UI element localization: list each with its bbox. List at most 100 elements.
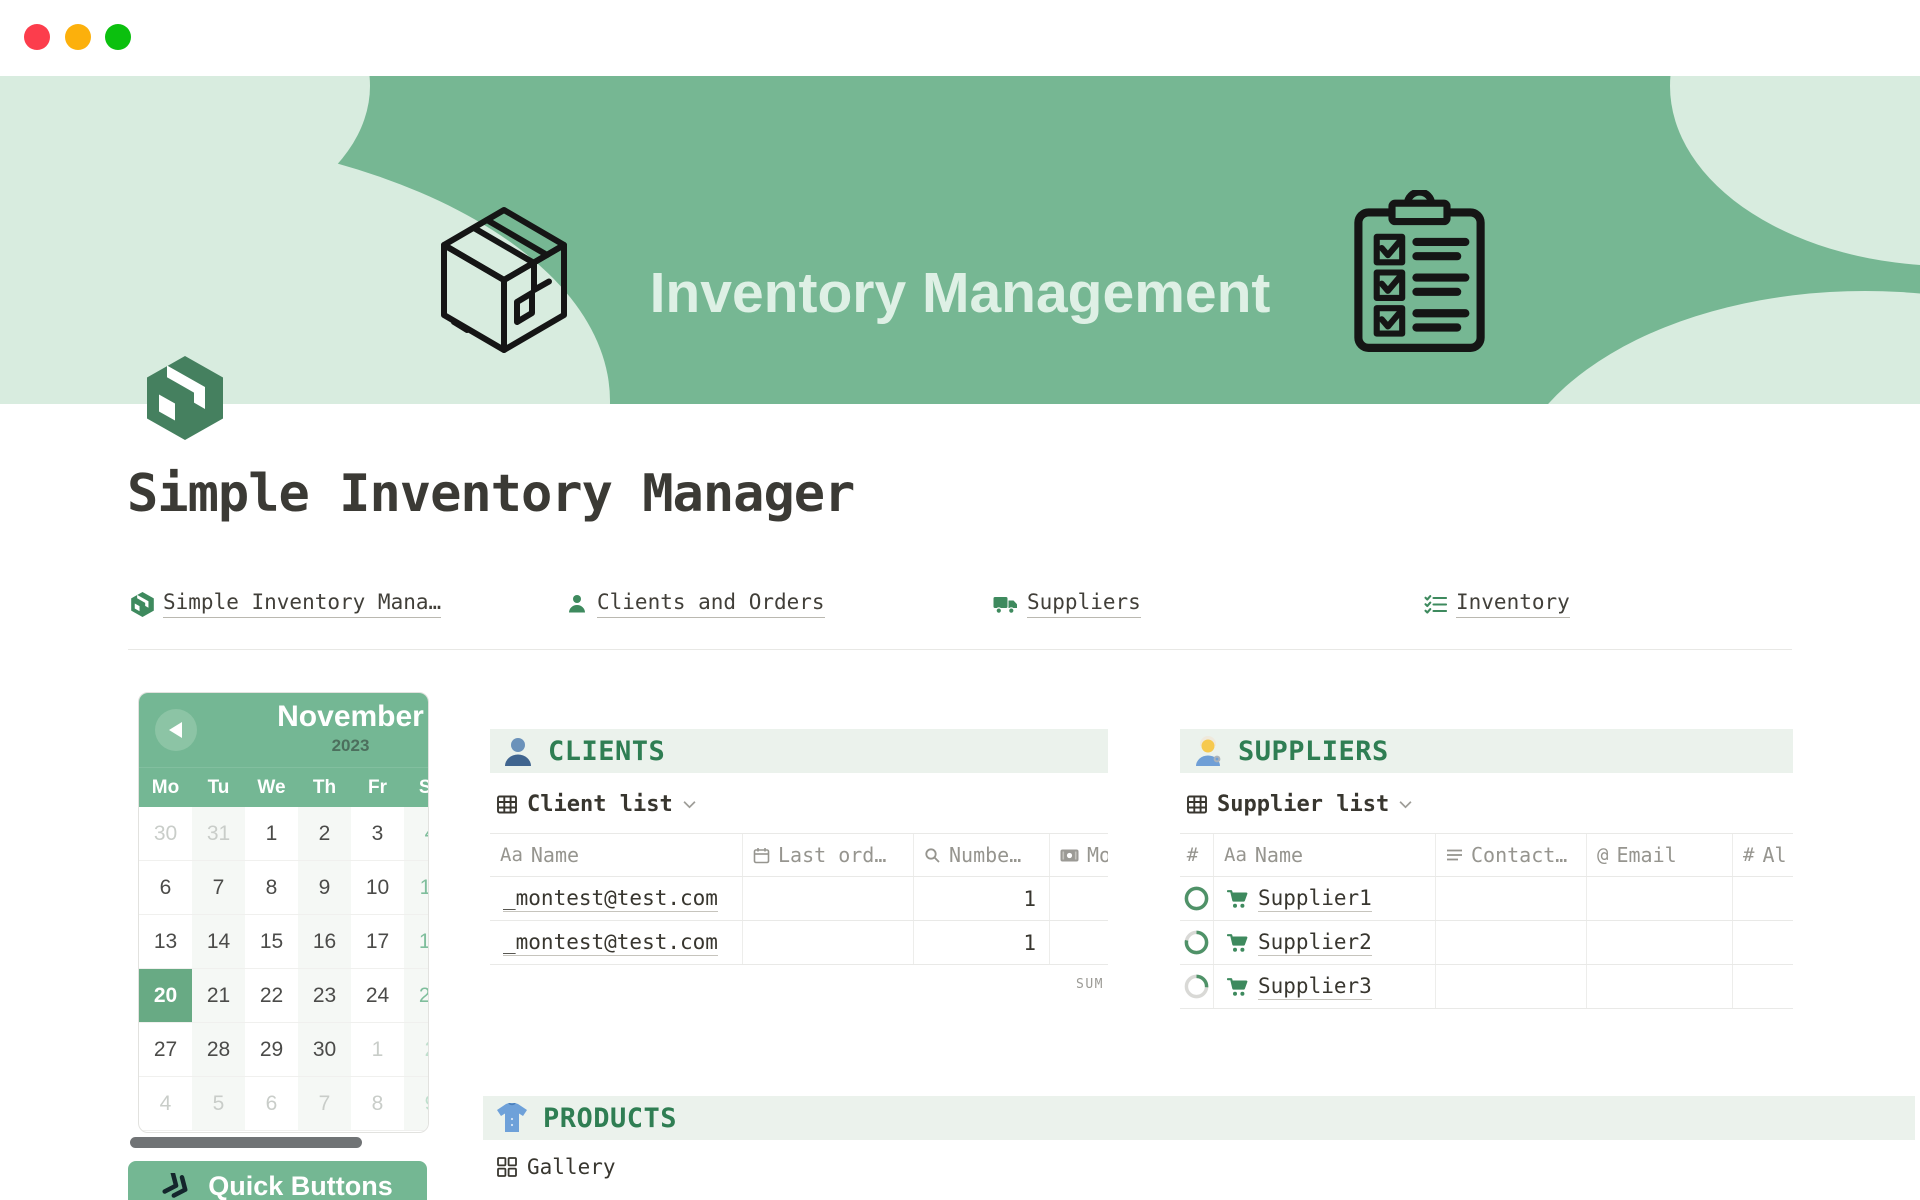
nav-item-inventory[interactable]: Inventory xyxy=(1424,588,1570,620)
supplier-contact-cell[interactable] xyxy=(1436,877,1587,920)
supplier-email-cell[interactable] xyxy=(1587,877,1733,920)
client-lastorder-cell[interactable] xyxy=(743,877,914,920)
clients-column-header-numbe-[interactable]: Numbe… xyxy=(914,834,1050,876)
calendar-day-9[interactable]: 9 xyxy=(404,1077,428,1131)
suppliers-table: # Aa Name Contact… @ Email # Al Supplier1 Suppli… xyxy=(1180,833,1793,1009)
supplier-email-cell[interactable] xyxy=(1587,921,1733,964)
suppliers-column-header-contact-[interactable]: Contact… xyxy=(1436,834,1587,876)
calendar-day-24[interactable]: 24 xyxy=(351,969,404,1023)
minimize-window-button[interactable] xyxy=(65,24,91,50)
calendar-week-row: 456789 xyxy=(139,1077,428,1131)
calendar-day-1[interactable]: 1 xyxy=(245,807,298,861)
calendar-day-2[interactable]: 2 xyxy=(298,807,351,861)
gallery-view-dropdown[interactable]: Gallery xyxy=(497,1152,616,1182)
calendar-day-headers: Mo Tu We Th Fr Sa xyxy=(139,767,428,807)
calendar-day-18[interactable]: 18 xyxy=(404,915,428,969)
calendar-day-5[interactable]: 5 xyxy=(192,1077,245,1131)
clients-column-header-last-ord-[interactable]: Last ord… xyxy=(743,834,914,876)
calendar-day-23[interactable]: 23 xyxy=(298,969,351,1023)
calendar-day-25[interactable]: 25 xyxy=(404,969,428,1023)
page-title[interactable]: Simple Inventory Manager xyxy=(127,464,855,524)
supplier-name-cell[interactable]: Supplier3 xyxy=(1214,965,1436,1008)
horizontal-scrollbar[interactable] xyxy=(130,1137,362,1148)
supplier-progress-ring[interactable] xyxy=(1180,965,1214,1008)
supplier-name-cell[interactable]: Supplier2 xyxy=(1214,921,1436,964)
supplier-contact-cell[interactable] xyxy=(1436,921,1587,964)
supplier-al-cell[interactable] xyxy=(1733,965,1793,1008)
calendar-day-8[interactable]: 8 xyxy=(351,1077,404,1131)
calendar-day-20[interactable]: 20 xyxy=(139,969,192,1023)
clients-column-header-mon[interactable]: Mon xyxy=(1050,834,1108,876)
column-header-label: Email xyxy=(1616,843,1677,867)
calendar-day-7[interactable]: 7 xyxy=(192,861,245,915)
column-type-icon xyxy=(1446,848,1463,862)
calendar-day-7[interactable]: 7 xyxy=(298,1077,351,1131)
calendar-day-4[interactable]: 4 xyxy=(404,807,428,861)
supplier-progress-ring[interactable] xyxy=(1180,921,1214,964)
calendar-year-label: 2023 xyxy=(331,736,370,755)
client-money-cell[interactable] xyxy=(1050,921,1108,964)
supplier-list-view-dropdown[interactable]: Supplier list xyxy=(1187,789,1412,819)
client-number-cell[interactable]: 1 xyxy=(914,921,1050,964)
calendar-day-31[interactable]: 31 xyxy=(192,807,245,861)
quick-buttons-label: Quick Buttons xyxy=(208,1170,393,1200)
nav-item-clients-orders[interactable]: Clients and Orders xyxy=(566,588,825,620)
supplier-al-cell[interactable] xyxy=(1733,877,1793,920)
close-window-button[interactable] xyxy=(24,24,50,50)
calendar-day-10[interactable]: 10 xyxy=(351,861,404,915)
suppliers-column-header--[interactable]: # xyxy=(1180,834,1214,876)
supplier-contact-cell[interactable] xyxy=(1436,965,1587,1008)
clients-column-header-name[interactable]: Aa Name xyxy=(490,834,743,876)
page-cover-banner: Inventory Management xyxy=(0,76,1920,404)
column-header-label: Contact… xyxy=(1471,843,1568,867)
client-lastorder-cell[interactable] xyxy=(743,921,914,964)
calendar-dayname-th: Th xyxy=(312,776,337,798)
quick-buttons-button[interactable]: Quick Buttons xyxy=(128,1161,427,1200)
calendar-day-6[interactable]: 6 xyxy=(245,1077,298,1131)
calendar-day-28[interactable]: 28 xyxy=(192,1023,245,1077)
client-number-cell[interactable]: 1 xyxy=(914,877,1050,920)
client-name-cell[interactable]: _montest@test.com xyxy=(490,921,743,964)
client-list-view-dropdown[interactable]: Client list xyxy=(497,789,696,819)
page-icon[interactable] xyxy=(147,356,223,440)
zoom-window-button[interactable] xyxy=(105,24,131,50)
client-money-cell[interactable] xyxy=(1050,877,1108,920)
nav-item-label: Inventory xyxy=(1456,590,1570,618)
products-heading: PRODUCTS xyxy=(543,1102,678,1134)
calendar-day-8[interactable]: 8 xyxy=(245,861,298,915)
calendar-day-29[interactable]: 29 xyxy=(245,1023,298,1077)
suppliers-column-header-al[interactable]: # Al xyxy=(1733,834,1793,876)
calendar-day-30[interactable]: 30 xyxy=(139,807,192,861)
suppliers-column-header-name[interactable]: Aa Name xyxy=(1214,834,1436,876)
calendar-day-30[interactable]: 30 xyxy=(298,1023,351,1077)
calendar-day-14[interactable]: 14 xyxy=(192,915,245,969)
box-logo-icon xyxy=(131,591,154,617)
calendar-week-row: 131415161718 xyxy=(139,915,428,969)
calendar-day-4[interactable]: 4 xyxy=(139,1077,192,1131)
table-view-icon xyxy=(1187,795,1207,814)
calendar-day-11[interactable]: 11 xyxy=(404,861,428,915)
supplier-name-cell[interactable]: Supplier1 xyxy=(1214,877,1436,920)
calendar-day-16[interactable]: 16 xyxy=(298,915,351,969)
calendar-prev-month-button[interactable] xyxy=(155,709,197,751)
supplier-email-cell[interactable] xyxy=(1587,965,1733,1008)
supplier-al-cell[interactable] xyxy=(1733,921,1793,964)
calendar-day-21[interactable]: 21 xyxy=(192,969,245,1023)
tshirt-emoji-icon xyxy=(496,1103,528,1133)
calendar-day-17[interactable]: 17 xyxy=(351,915,404,969)
client-name-cell[interactable]: _montest@test.com xyxy=(490,877,743,920)
calendar-day-22[interactable]: 22 xyxy=(245,969,298,1023)
clients-sum-footer[interactable]: SUM xyxy=(1076,977,1104,992)
nav-item-suppliers[interactable]: Suppliers xyxy=(993,588,1141,620)
suppliers-column-header-email[interactable]: @ Email xyxy=(1587,834,1733,876)
calendar-day-27[interactable]: 27 xyxy=(139,1023,192,1077)
calendar-day-13[interactable]: 13 xyxy=(139,915,192,969)
calendar-day-3[interactable]: 3 xyxy=(351,807,404,861)
calendar-day-9[interactable]: 9 xyxy=(298,861,351,915)
calendar-day-15[interactable]: 15 xyxy=(245,915,298,969)
nav-item-home[interactable]: Simple Inventory Mana… xyxy=(131,588,442,620)
calendar-day-6[interactable]: 6 xyxy=(139,861,192,915)
supplier-progress-ring[interactable] xyxy=(1180,877,1214,920)
calendar-day-2[interactable]: 2 xyxy=(404,1023,428,1077)
calendar-day-1[interactable]: 1 xyxy=(351,1023,404,1077)
